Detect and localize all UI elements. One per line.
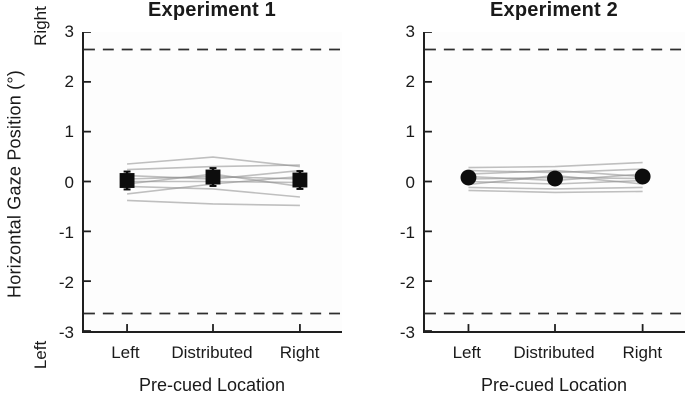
mean-marker-circle <box>460 169 477 186</box>
subject-line <box>468 186 643 190</box>
mean-marker-circle <box>547 170 563 187</box>
y-axis-label: Horizontal Gaze Position (°) <box>4 70 25 298</box>
y-direction-label-left: Left <box>31 340 50 370</box>
plot-area <box>423 32 685 333</box>
x-tick-label: Right <box>622 343 663 362</box>
subject-line <box>127 164 300 171</box>
panel-title: Experiment 1 <box>147 0 276 21</box>
mean-marker-square <box>119 173 135 188</box>
y-tick-label: 0 <box>405 172 415 192</box>
y-tick-label: -3 <box>58 323 74 342</box>
y-tick-label: -1 <box>58 222 74 242</box>
x-tick-label: Distributed <box>513 343 595 362</box>
y-tick-label: 0 <box>64 172 74 192</box>
y-tick-label: 2 <box>64 72 74 92</box>
x-tick-label: Left <box>452 343 481 362</box>
x-tick-label: Left <box>111 343 140 362</box>
y-tick-label: -3 <box>399 323 415 342</box>
y-tick-label: 1 <box>64 122 74 142</box>
y-tick-label: 1 <box>405 122 415 142</box>
x-tick-label: Right <box>279 343 320 362</box>
mean-marker-square <box>292 172 308 188</box>
y-tick-label: -1 <box>399 222 415 242</box>
subject-line <box>468 189 643 194</box>
panel-title: Experiment 2 <box>489 0 618 21</box>
subject-line <box>468 161 643 169</box>
x-tick-label: Distributed <box>171 343 253 362</box>
subject-line <box>127 156 301 168</box>
subject-line <box>127 199 300 207</box>
y-tick-label: -2 <box>399 272 415 292</box>
x-axis-label: Pre-cued Location <box>480 375 628 395</box>
y-tick-label: -2 <box>58 272 74 292</box>
mean-marker-square <box>205 169 221 185</box>
y-tick-label: 3 <box>405 22 415 41</box>
x-axis-label: Pre-cued Location <box>138 375 286 395</box>
mean-marker-circle <box>634 168 651 185</box>
subject-line <box>127 185 300 198</box>
plot-canvas <box>425 32 685 331</box>
y-tick-label: 3 <box>64 22 74 41</box>
y-tick-label: 2 <box>405 72 415 92</box>
plot-area <box>82 32 342 333</box>
plot-canvas <box>84 32 342 331</box>
